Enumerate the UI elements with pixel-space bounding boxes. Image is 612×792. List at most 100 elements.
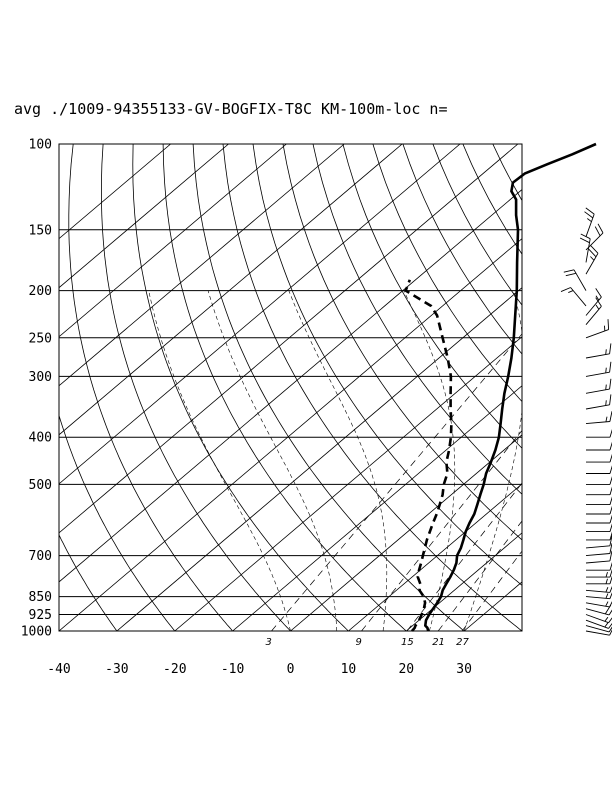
wind-barb — [586, 575, 612, 585]
temperature-tick-label: 30 — [456, 662, 472, 677]
pressure-tick-label: 400 — [29, 431, 52, 446]
mixing-ratio-label: 21 — [432, 637, 445, 648]
isotherm — [59, 144, 461, 485]
isotherm — [59, 144, 519, 534]
moist-adiabat — [288, 290, 388, 631]
dry-adiabat — [68, 144, 233, 631]
mixing-ratio-label: 9 — [356, 637, 362, 648]
isotherm — [59, 144, 345, 387]
dry-adiabat — [162, 144, 407, 631]
pressure-tick-label: 925 — [29, 608, 52, 623]
temperature-tick-label: 10 — [341, 662, 357, 677]
dry-adiabat — [553, 144, 612, 631]
wind-barb — [585, 601, 612, 608]
dewpoint-profile — [404, 279, 453, 632]
wind-barb — [586, 453, 612, 463]
moist-adiabat — [403, 290, 456, 631]
wind-barb — [579, 233, 591, 263]
temperature-tick-label: -10 — [221, 662, 244, 677]
temperature-tick-label: 0 — [287, 662, 295, 677]
wind-barb — [586, 505, 612, 515]
wind-barb — [586, 441, 612, 451]
dry-adiabat — [59, 414, 176, 631]
isotherm — [463, 581, 522, 631]
sounding-profiles — [404, 142, 597, 632]
dry-adiabat — [252, 144, 522, 586]
wind-barb — [585, 394, 612, 410]
pressure-tick-label: 850 — [29, 590, 52, 605]
mixing-ratio-label: 3 — [266, 637, 272, 648]
wind-barb — [586, 486, 612, 496]
mixing-ratio-label: 15 — [401, 637, 414, 648]
pressure-tick-label: 500 — [29, 478, 52, 493]
wind-barb — [585, 223, 604, 251]
wind-barb — [585, 619, 612, 629]
pressure-tick-label: 300 — [29, 370, 52, 385]
wind-barb — [585, 245, 599, 275]
wind-barb — [585, 288, 602, 316]
wind-barb — [586, 568, 612, 578]
pressure-tick-label: 250 — [29, 331, 52, 346]
wind-barb — [585, 543, 612, 557]
wind-barb — [563, 269, 587, 291]
axis-labels: 3 9 15 21 2710015020025030040050070085092510… — [21, 138, 472, 678]
wind-barb — [585, 343, 612, 359]
isotherm — [405, 532, 522, 631]
isotherm — [290, 434, 522, 631]
dry-adiabat — [101, 144, 291, 631]
temperature-tick-label: 20 — [398, 662, 414, 677]
isotherm — [59, 144, 287, 338]
isotherm — [59, 144, 229, 289]
moist-adiabat — [207, 290, 338, 631]
wind-barb — [585, 535, 612, 549]
temperature-profile — [424, 142, 597, 632]
wind-barb — [560, 287, 587, 307]
wind-barb — [584, 207, 595, 237]
temperature-tick-label: -30 — [105, 662, 128, 677]
dry-adiabat — [342, 144, 522, 449]
wind-barb — [585, 297, 602, 325]
dry-adiabat — [523, 144, 612, 631]
isotherm — [348, 483, 522, 631]
wind-barb — [586, 465, 612, 474]
pressure-tick-label: 150 — [29, 223, 52, 238]
mixing-ratio-line — [461, 550, 522, 631]
temperature-tick-label: -20 — [163, 662, 186, 677]
isotherm — [521, 630, 522, 631]
background-lines — [59, 144, 612, 631]
dry-adiabat — [492, 144, 522, 202]
pressure-tick-label: 100 — [29, 138, 52, 153]
isotherm — [59, 144, 171, 240]
pressure-tick-label: 1000 — [21, 625, 52, 640]
wind-barb — [585, 629, 612, 636]
wind-barb — [585, 411, 612, 425]
mixing-ratio-line — [271, 333, 522, 631]
wind-barb — [586, 476, 612, 485]
isotherm — [59, 144, 403, 436]
isotherm — [232, 385, 522, 631]
pressure-tick-label: 700 — [29, 549, 52, 564]
mixing-ratio-label: 27 — [456, 637, 469, 648]
mixing-ratio-line — [361, 429, 522, 631]
wind-barbs — [560, 207, 612, 636]
wind-barb — [585, 319, 610, 339]
moist-adiabat — [148, 290, 291, 631]
wind-barb — [586, 496, 612, 506]
wind-barb — [585, 378, 612, 394]
isotherm — [116, 287, 522, 631]
dry-adiabat — [583, 144, 612, 631]
isotherm — [174, 336, 522, 631]
grid-lines — [58, 143, 523, 632]
dry-adiabat — [59, 534, 118, 631]
isotherm — [59, 189, 522, 583]
wind-barb — [585, 625, 612, 633]
dry-adiabat — [462, 144, 522, 255]
wind-barb — [586, 514, 612, 524]
dry-adiabat — [282, 144, 522, 541]
mixing-ratio-line — [437, 520, 522, 631]
mixing-ratio-line — [406, 482, 522, 631]
wind-barb — [586, 428, 612, 438]
plot-frame — [58, 143, 523, 632]
wind-barb — [585, 550, 612, 564]
